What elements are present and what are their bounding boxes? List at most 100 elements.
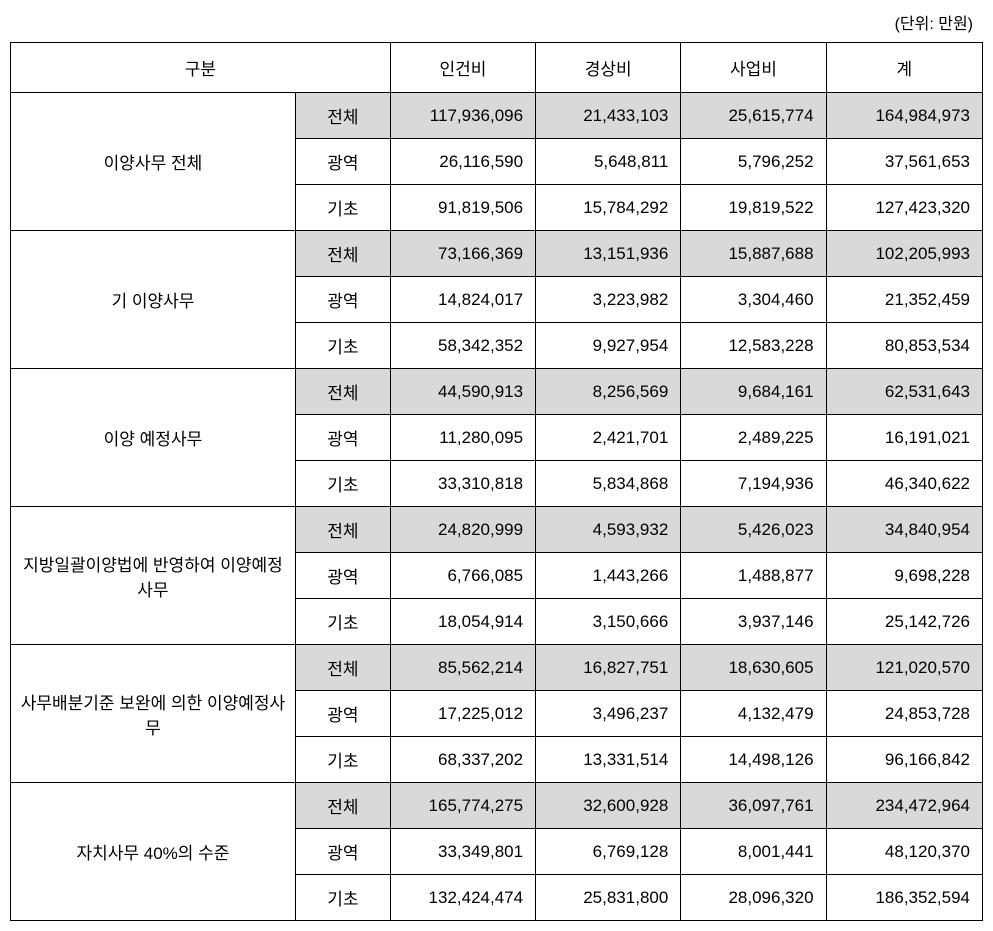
header-col2: 경상비 [536, 43, 681, 93]
sub-label-cell: 광역 [295, 553, 390, 599]
value-cell: 33,310,818 [390, 461, 535, 507]
header-category: 구분 [11, 43, 391, 93]
value-cell: 15,887,688 [681, 231, 826, 277]
value-cell: 44,590,913 [390, 369, 535, 415]
value-cell: 5,648,811 [536, 139, 681, 185]
value-cell: 62,531,643 [826, 369, 982, 415]
value-cell: 13,151,936 [536, 231, 681, 277]
value-cell: 21,352,459 [826, 277, 982, 323]
value-cell: 16,191,021 [826, 415, 982, 461]
category-cell: 사무배분기준 보완에 의한 이양예정사무 [11, 645, 296, 783]
value-cell: 8,001,441 [681, 829, 826, 875]
value-cell: 3,223,982 [536, 277, 681, 323]
value-cell: 5,796,252 [681, 139, 826, 185]
sub-label-cell: 광역 [295, 691, 390, 737]
value-cell: 91,819,506 [390, 185, 535, 231]
value-cell: 121,020,570 [826, 645, 982, 691]
table-row: 지방일괄이양법에 반영하여 이양예정사무전체24,820,9994,593,93… [11, 507, 983, 553]
header-col3: 사업비 [681, 43, 826, 93]
sub-label-cell: 기초 [295, 599, 390, 645]
value-cell: 36,097,761 [681, 783, 826, 829]
value-cell: 4,593,932 [536, 507, 681, 553]
value-cell: 21,433,103 [536, 93, 681, 139]
value-cell: 102,205,993 [826, 231, 982, 277]
value-cell: 9,927,954 [536, 323, 681, 369]
sub-label-cell: 광역 [295, 829, 390, 875]
sub-label-cell: 전체 [295, 645, 390, 691]
value-cell: 85,562,214 [390, 645, 535, 691]
sub-label-cell: 기초 [295, 323, 390, 369]
table-row: 기 이양사무전체73,166,36913,151,93615,887,68810… [11, 231, 983, 277]
value-cell: 6,769,128 [536, 829, 681, 875]
category-cell: 이양 예정사무 [11, 369, 296, 507]
data-table: 구분 인건비 경상비 사업비 계 이양사무 전체전체117,936,09621,… [10, 42, 983, 921]
table-row: 사무배분기준 보완에 의한 이양예정사무전체85,562,21416,827,7… [11, 645, 983, 691]
value-cell: 12,583,228 [681, 323, 826, 369]
value-cell: 25,142,726 [826, 599, 982, 645]
value-cell: 117,936,096 [390, 93, 535, 139]
value-cell: 19,819,522 [681, 185, 826, 231]
value-cell: 5,426,023 [681, 507, 826, 553]
value-cell: 3,496,237 [536, 691, 681, 737]
sub-label-cell: 기초 [295, 461, 390, 507]
value-cell: 3,304,460 [681, 277, 826, 323]
table-row: 자치사무 40%의 수준전체165,774,27532,600,92836,09… [11, 783, 983, 829]
value-cell: 9,698,228 [826, 553, 982, 599]
sub-label-cell: 전체 [295, 369, 390, 415]
value-cell: 4,132,479 [681, 691, 826, 737]
value-cell: 73,166,369 [390, 231, 535, 277]
sub-label-cell: 전체 [295, 93, 390, 139]
value-cell: 3,937,146 [681, 599, 826, 645]
category-cell: 이양사무 전체 [11, 93, 296, 231]
value-cell: 5,834,868 [536, 461, 681, 507]
value-cell: 68,337,202 [390, 737, 535, 783]
value-cell: 24,820,999 [390, 507, 535, 553]
value-cell: 165,774,275 [390, 783, 535, 829]
value-cell: 18,054,914 [390, 599, 535, 645]
sub-label-cell: 광역 [295, 139, 390, 185]
category-cell: 지방일괄이양법에 반영하여 이양예정사무 [11, 507, 296, 645]
header-col1: 인건비 [390, 43, 535, 93]
value-cell: 234,472,964 [826, 783, 982, 829]
value-cell: 127,423,320 [826, 185, 982, 231]
value-cell: 1,443,266 [536, 553, 681, 599]
value-cell: 37,561,653 [826, 139, 982, 185]
value-cell: 18,630,605 [681, 645, 826, 691]
value-cell: 46,340,622 [826, 461, 982, 507]
sub-label-cell: 기초 [295, 737, 390, 783]
value-cell: 2,421,701 [536, 415, 681, 461]
unit-label: (단위: 만원) [10, 10, 983, 34]
value-cell: 58,342,352 [390, 323, 535, 369]
sub-label-cell: 전체 [295, 231, 390, 277]
value-cell: 15,784,292 [536, 185, 681, 231]
sub-label-cell: 광역 [295, 415, 390, 461]
table-body: 이양사무 전체전체117,936,09621,433,10325,615,774… [11, 93, 983, 921]
header-col4: 계 [826, 43, 982, 93]
value-cell: 11,280,095 [390, 415, 535, 461]
value-cell: 25,615,774 [681, 93, 826, 139]
value-cell: 34,840,954 [826, 507, 982, 553]
value-cell: 6,766,085 [390, 553, 535, 599]
value-cell: 3,150,666 [536, 599, 681, 645]
value-cell: 8,256,569 [536, 369, 681, 415]
value-cell: 7,194,936 [681, 461, 826, 507]
value-cell: 2,489,225 [681, 415, 826, 461]
value-cell: 17,225,012 [390, 691, 535, 737]
value-cell: 16,827,751 [536, 645, 681, 691]
value-cell: 1,488,877 [681, 553, 826, 599]
sub-label-cell: 전체 [295, 507, 390, 553]
value-cell: 13,331,514 [536, 737, 681, 783]
value-cell: 26,116,590 [390, 139, 535, 185]
table-row: 이양 예정사무전체44,590,9138,256,5699,684,16162,… [11, 369, 983, 415]
value-cell: 32,600,928 [536, 783, 681, 829]
header-row: 구분 인건비 경상비 사업비 계 [11, 43, 983, 93]
value-cell: 9,684,161 [681, 369, 826, 415]
value-cell: 80,853,534 [826, 323, 982, 369]
sub-label-cell: 기초 [295, 185, 390, 231]
sub-label-cell: 광역 [295, 277, 390, 323]
value-cell: 164,984,973 [826, 93, 982, 139]
value-cell: 33,349,801 [390, 829, 535, 875]
value-cell: 48,120,370 [826, 829, 982, 875]
value-cell: 96,166,842 [826, 737, 982, 783]
value-cell: 24,853,728 [826, 691, 982, 737]
